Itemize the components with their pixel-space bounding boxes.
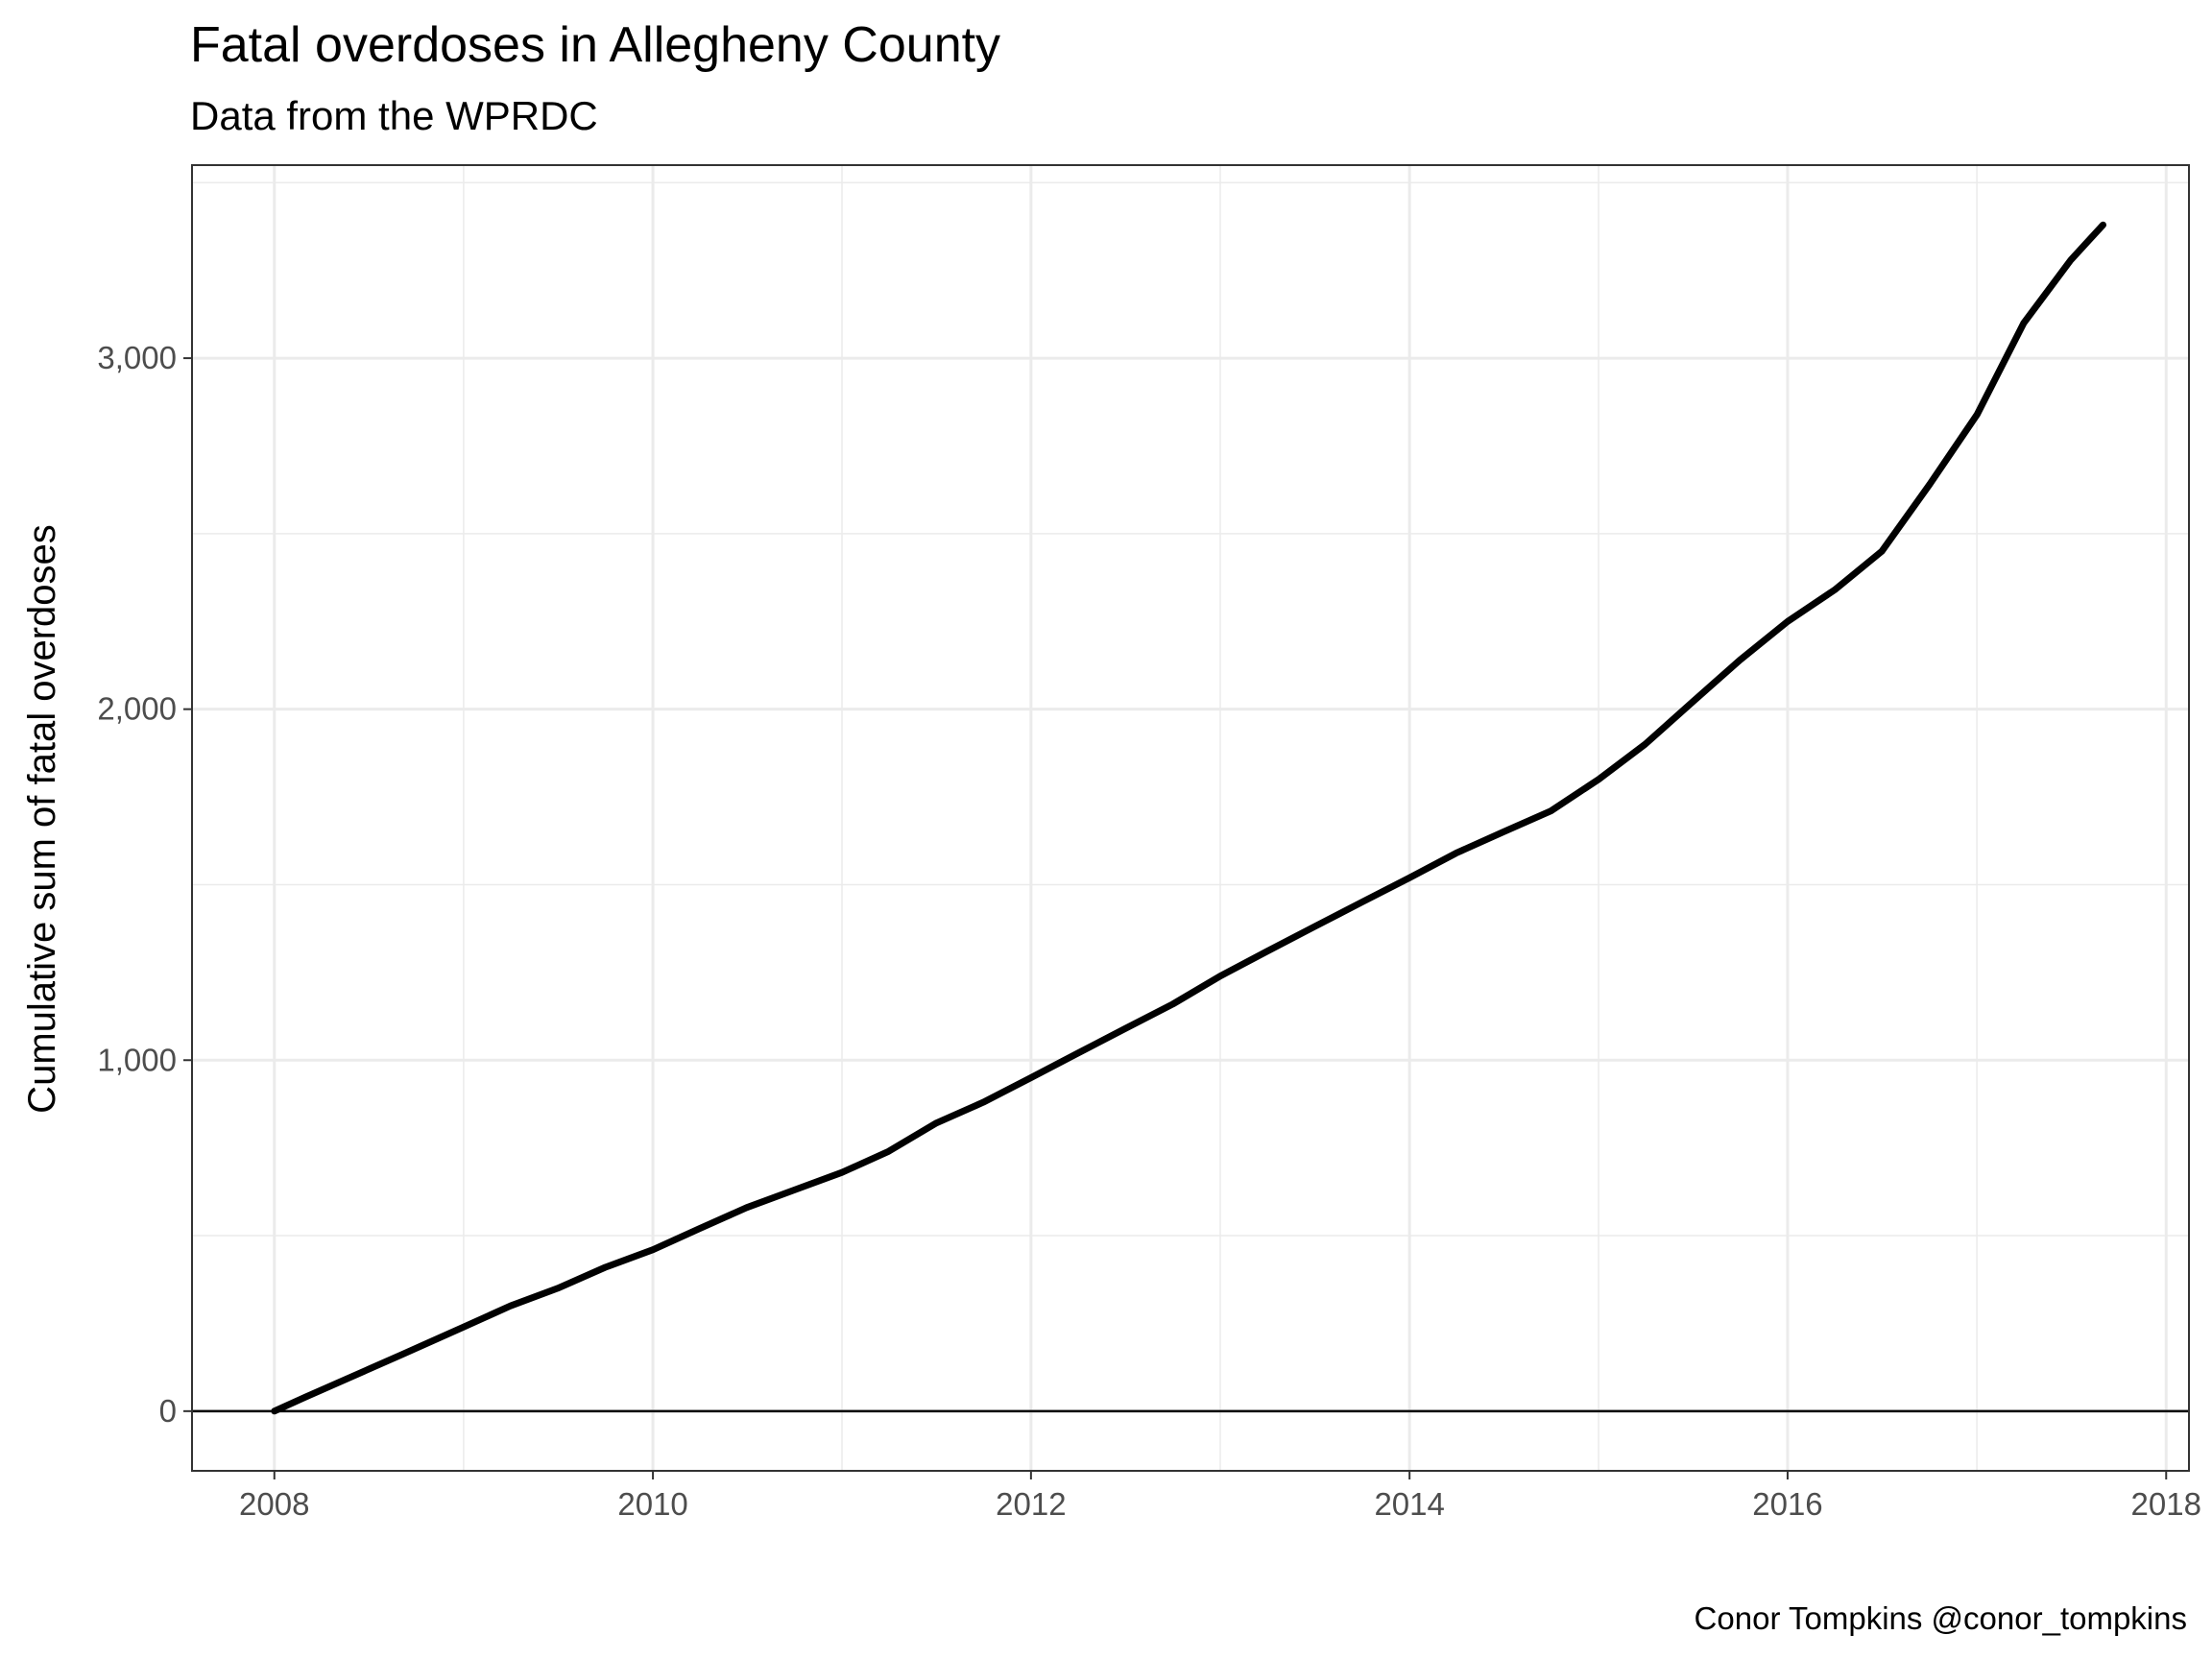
plot-panel bbox=[191, 164, 2190, 1472]
x-axis: 2008 2010 2012 2014 2016 2018 bbox=[239, 1471, 2201, 1522]
x-tick-label: 2018 bbox=[2131, 1486, 2201, 1522]
y-axis-title: Cumulative sum of fatal overdoses bbox=[21, 524, 63, 1114]
y-tick-label: 2,000 bbox=[97, 691, 177, 727]
y-tick-label: 0 bbox=[159, 1393, 177, 1429]
x-tick-label: 2014 bbox=[1374, 1486, 1444, 1522]
x-tick-label: 2016 bbox=[1752, 1486, 1822, 1522]
y-axis: 0 1,000 2,000 3,000 bbox=[97, 340, 192, 1429]
chart-title: Fatal overdoses in Allegheny County bbox=[190, 17, 1000, 73]
series-line bbox=[271, 221, 2106, 1415]
x-tick-label: 2010 bbox=[617, 1486, 687, 1522]
plot-border bbox=[191, 164, 2190, 1472]
y-tick-label: 1,000 bbox=[97, 1042, 177, 1077]
grid-lines bbox=[192, 165, 2189, 1471]
chart-caption: Conor Tompkins @conor_tompkins bbox=[1695, 1600, 2187, 1636]
y-tick-label: 3,000 bbox=[97, 340, 177, 375]
x-tick-label: 2012 bbox=[996, 1486, 1066, 1522]
series-layer bbox=[271, 221, 2106, 1415]
x-tick-label: 2008 bbox=[239, 1486, 309, 1522]
chart-subtitle: Data from the WPRDC bbox=[190, 93, 598, 138]
plot-background bbox=[192, 165, 2189, 1471]
